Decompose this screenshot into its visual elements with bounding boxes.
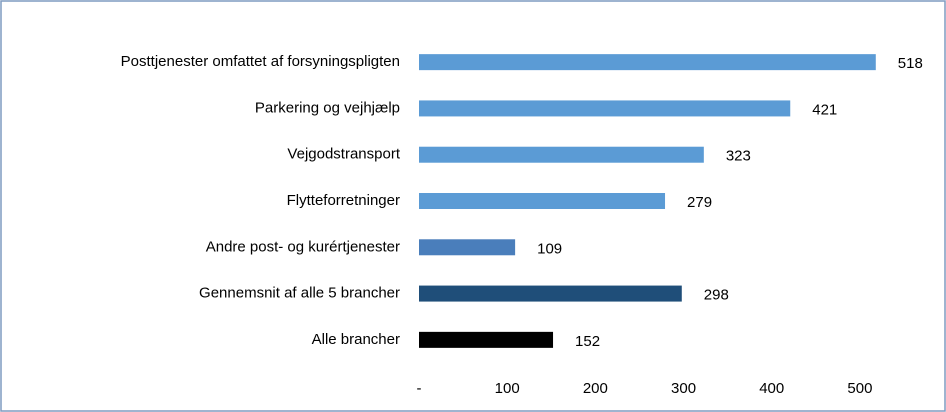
value-label: 323 bbox=[726, 148, 751, 165]
x-tick-label: - bbox=[417, 380, 422, 397]
bar bbox=[419, 285, 682, 302]
bar bbox=[419, 100, 791, 117]
y-tick-label: Gennemsnit af alle 5 brancher bbox=[199, 285, 400, 302]
bar bbox=[419, 146, 704, 163]
y-tick-label: Andre post- og kurértjenester bbox=[206, 238, 400, 255]
x-tick-label: 200 bbox=[583, 380, 608, 397]
value-label: 421 bbox=[812, 101, 837, 118]
y-tick-label: Flytteforretninger bbox=[287, 192, 400, 209]
value-label: 109 bbox=[537, 240, 562, 257]
value-label: 279 bbox=[687, 194, 712, 211]
value-label: 152 bbox=[575, 333, 600, 350]
x-tick-label: 400 bbox=[759, 380, 784, 397]
y-tick-label: Alle brancher bbox=[312, 331, 400, 348]
y-tick-label: Vejgodstransport bbox=[287, 146, 400, 163]
y-tick-label: Parkering og vejhjælp bbox=[255, 99, 400, 116]
x-tick-label: 300 bbox=[671, 380, 696, 397]
bar bbox=[419, 54, 876, 71]
value-label: 518 bbox=[898, 55, 923, 72]
x-tick-label: 500 bbox=[847, 380, 872, 397]
value-label: 298 bbox=[704, 287, 729, 304]
bar bbox=[419, 331, 554, 348]
bar bbox=[419, 239, 516, 256]
bar bbox=[419, 193, 666, 209]
x-tick-label: 100 bbox=[495, 380, 520, 397]
y-tick-label: Posttjenester omfattet af forsyningsplig… bbox=[121, 53, 400, 70]
